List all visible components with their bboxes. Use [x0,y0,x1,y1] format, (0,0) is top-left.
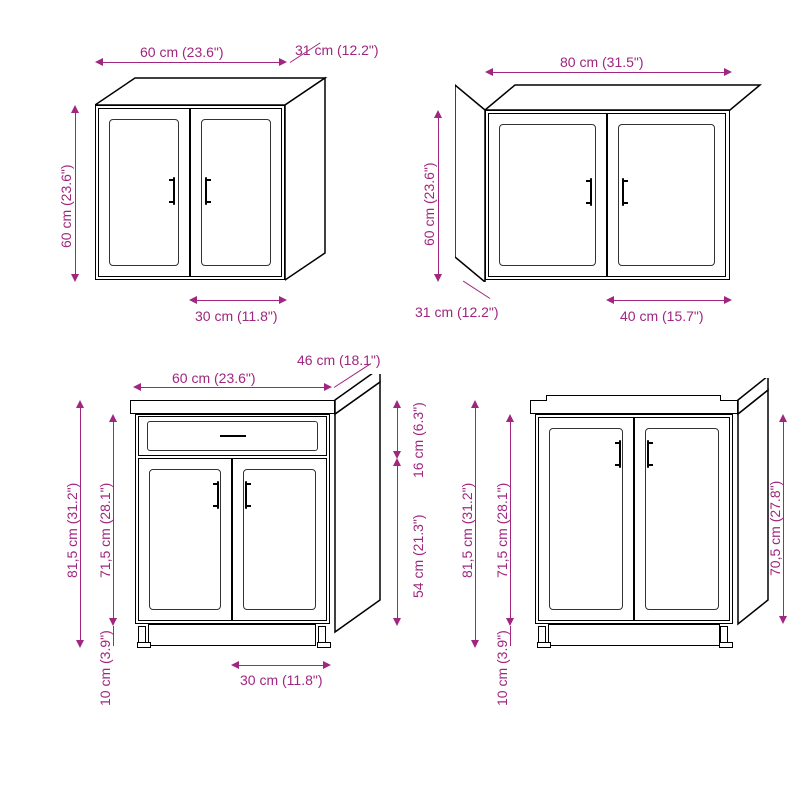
cabinet-side [330,374,385,636]
dim-body-h-line [113,416,114,624]
dim-depth-line [463,281,490,299]
dim-width-label: 60 cm (23.6") [140,44,224,60]
dim-body-h-line [510,416,511,624]
dim-total-h-line [475,402,476,646]
dim-door-label: 30 cm (11.8") [195,308,278,324]
dim-total-h-line [80,402,81,646]
dim-door-label: 40 cm (15.7") [620,308,704,324]
dim-toe-h: 10 cm (3.9") [494,630,510,706]
dim-door-line [608,300,730,301]
dim-height-line [438,112,439,280]
dim-toe-h-line [510,626,511,646]
dim-body-h: 71,5 cm (28.1") [494,483,510,578]
dim-doors-h: 54 cm (21.3") [410,514,426,598]
dim-depth-label: 31 cm (12.2") [415,304,499,320]
dim-drawer-h: 16 cm (6.3") [410,402,426,478]
cabinet-side-left [455,84,490,282]
dim-height-label: 60 cm (23.6") [58,164,74,248]
dim-depth-label: 31 cm (12.2") [295,42,379,58]
dim-door-line [191,300,285,301]
dim-door-w: 30 cm (11.8") [240,672,323,688]
dim-width-line [487,72,730,73]
dim-door-w-line [233,665,329,666]
dim-height-label: 60 cm (23.6") [421,162,437,246]
dim-top-width-line [135,387,330,388]
dim-toe-h: 10 cm (3.9") [97,630,113,706]
dim-door-h-line [783,416,784,622]
dim-width-line [97,62,285,63]
dim-body-h: 71,5 cm (28.1") [97,483,113,578]
dim-top-width: 60 cm (23.6") [172,370,256,386]
dim-door-h: 70,5 cm (27.8") [767,481,783,576]
dim-width-label: 80 cm (31.5") [560,54,644,70]
cabinet-side [285,76,330,282]
dim-height-line [75,107,76,280]
dim-doors-h-line [397,460,398,624]
dim-total-h: 81,5 cm (31.2") [459,483,475,578]
dim-total-h: 81,5 cm (31.2") [64,483,80,578]
dim-drawer-h-line [397,402,398,457]
dim-toe-h-line [113,626,114,646]
